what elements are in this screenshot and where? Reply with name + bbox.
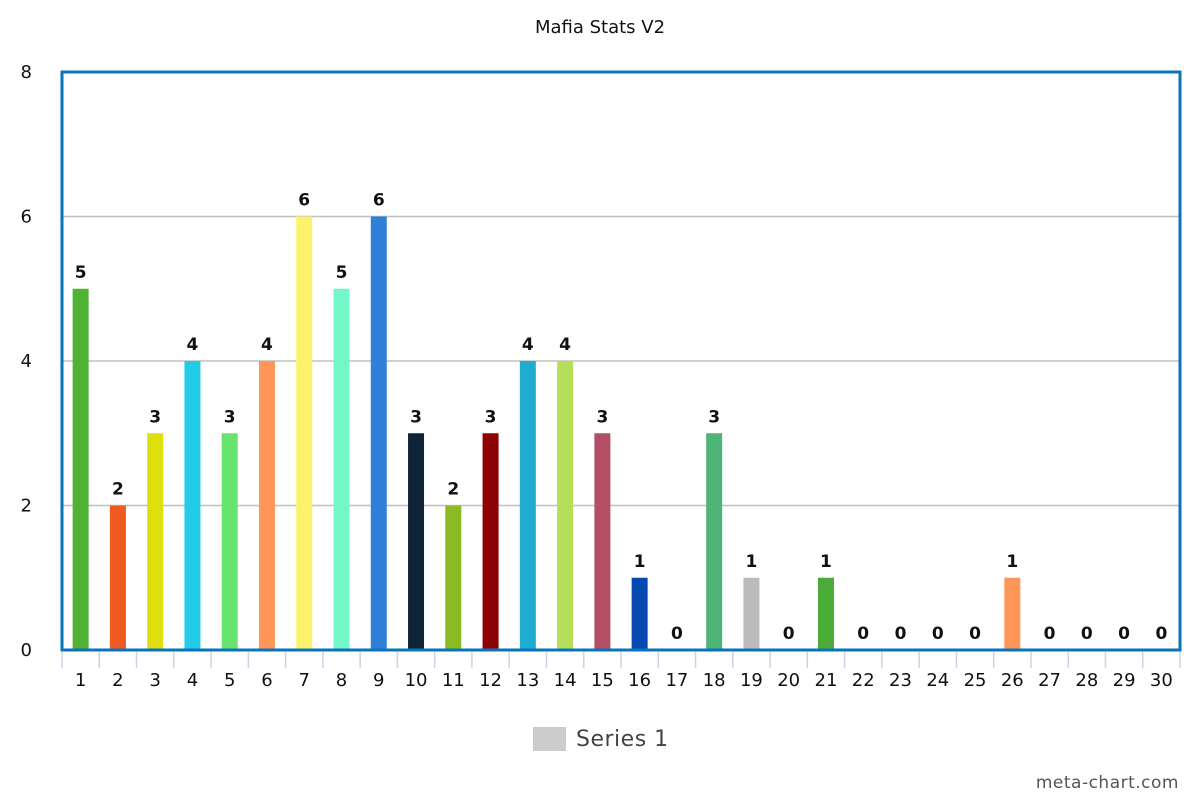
bar: [109, 505, 126, 650]
x-tick-label: 2: [112, 670, 123, 691]
bar: [408, 433, 425, 650]
data-label: 0: [1155, 624, 1167, 644]
data-label: 3: [596, 407, 608, 427]
data-label: 0: [932, 624, 944, 644]
bar: [445, 505, 462, 650]
x-tick-label: 27: [1038, 670, 1061, 691]
x-tick-label: 21: [815, 670, 838, 691]
plot-frame: [60, 70, 1182, 652]
bar: [1004, 577, 1021, 650]
data-label: 3: [149, 407, 161, 427]
bar: [184, 361, 201, 650]
bar: [258, 361, 275, 650]
data-label: 0: [857, 624, 869, 644]
bar: [296, 216, 313, 650]
x-tick-label: 29: [1113, 670, 1136, 691]
y-axis: 0 2 4 6 8: [21, 62, 32, 661]
x-tick-label: 22: [852, 670, 875, 691]
data-label: 0: [895, 624, 907, 644]
bar: [370, 216, 387, 650]
data-label: 4: [522, 335, 534, 355]
bar: [594, 433, 611, 650]
grid-lines: [62, 215, 1180, 507]
y-tick-label: 6: [21, 207, 32, 228]
x-tick-label: 28: [1075, 670, 1098, 691]
legend-label: Series 1: [576, 726, 669, 752]
x-tick-label: 26: [1001, 670, 1024, 691]
x-tick-label: 6: [261, 670, 272, 691]
bar: [72, 288, 89, 650]
bar: [147, 433, 164, 650]
bar: [631, 577, 648, 650]
bars: [72, 216, 1021, 650]
y-tick-label: 0: [21, 640, 32, 661]
data-label: 0: [783, 624, 795, 644]
data-label: 0: [1118, 624, 1130, 644]
data-label: 1: [634, 552, 646, 572]
x-tick-label: 8: [336, 670, 347, 691]
x-tick-label: 1: [75, 670, 86, 691]
data-label: 4: [261, 335, 273, 355]
x-tick-label: 9: [373, 670, 384, 691]
chart-title: Mafia Stats V2: [535, 17, 665, 38]
data-label: 3: [224, 407, 236, 427]
x-tick-label: 18: [703, 670, 726, 691]
x-tick-label: 16: [628, 670, 651, 691]
data-label: 0: [1081, 624, 1093, 644]
x-tick-label: 5: [224, 670, 235, 691]
watermark: meta-chart.com: [1035, 773, 1179, 793]
data-label: 3: [708, 407, 720, 427]
data-label: 2: [447, 480, 459, 500]
data-label: 2: [112, 480, 124, 500]
data-label: 0: [671, 624, 683, 644]
data-label: 5: [75, 263, 87, 283]
legend-swatch: [533, 727, 566, 751]
x-axis: 1 2 3 4 5 6 7 8 9 10 11 12 13 14 15 16 17 18 19 20 21 22 23 24 2…: [61, 652, 1181, 691]
x-tick-label: 25: [964, 670, 987, 691]
bar: [519, 361, 536, 650]
y-tick-label: 8: [21, 62, 32, 83]
bar: [221, 433, 238, 650]
x-tick-label: 11: [442, 670, 465, 691]
data-label: 1: [1006, 552, 1018, 572]
y-tick-label: 4: [21, 351, 32, 372]
x-tick-label: 23: [889, 670, 912, 691]
data-label: 5: [336, 263, 348, 283]
x-tick-label: 12: [479, 670, 502, 691]
x-tick-label: 4: [187, 670, 198, 691]
data-label: 6: [373, 191, 385, 211]
data-label: 0: [969, 624, 981, 644]
y-tick-label: 2: [21, 496, 32, 517]
bar: [706, 433, 723, 650]
x-tick-label: 17: [665, 670, 688, 691]
x-tick-label: 19: [740, 670, 763, 691]
x-tick-label: 7: [299, 670, 310, 691]
bar: [333, 288, 350, 650]
bar: [817, 577, 834, 650]
x-tick-label: 10: [405, 670, 428, 691]
bar: [482, 433, 499, 650]
data-label: 3: [410, 407, 422, 427]
x-tick-label: 3: [149, 670, 160, 691]
data-label: 1: [746, 552, 758, 572]
data-label: 1: [820, 552, 832, 572]
legend: Series 1: [533, 724, 669, 754]
x-tick-label: 20: [777, 670, 800, 691]
x-tick-label: 30: [1150, 670, 1173, 691]
data-label: 4: [559, 335, 571, 355]
data-labels: 5 2 3 4 3 4 6 5 6 3 2 3 4 4 3 1 0 3 1 0 1 0 0 0 0 1 0 0 0 0: [75, 191, 1168, 645]
x-tick-label: 14: [554, 670, 577, 691]
data-label: 6: [298, 191, 310, 211]
bar: [557, 361, 574, 650]
data-label: 3: [485, 407, 497, 427]
data-label: 0: [1044, 624, 1056, 644]
data-label: 4: [187, 335, 199, 355]
x-tick-label: 15: [591, 670, 614, 691]
bar: [743, 577, 760, 650]
x-tick-label: 13: [516, 670, 539, 691]
x-tick-label: 24: [926, 670, 949, 691]
